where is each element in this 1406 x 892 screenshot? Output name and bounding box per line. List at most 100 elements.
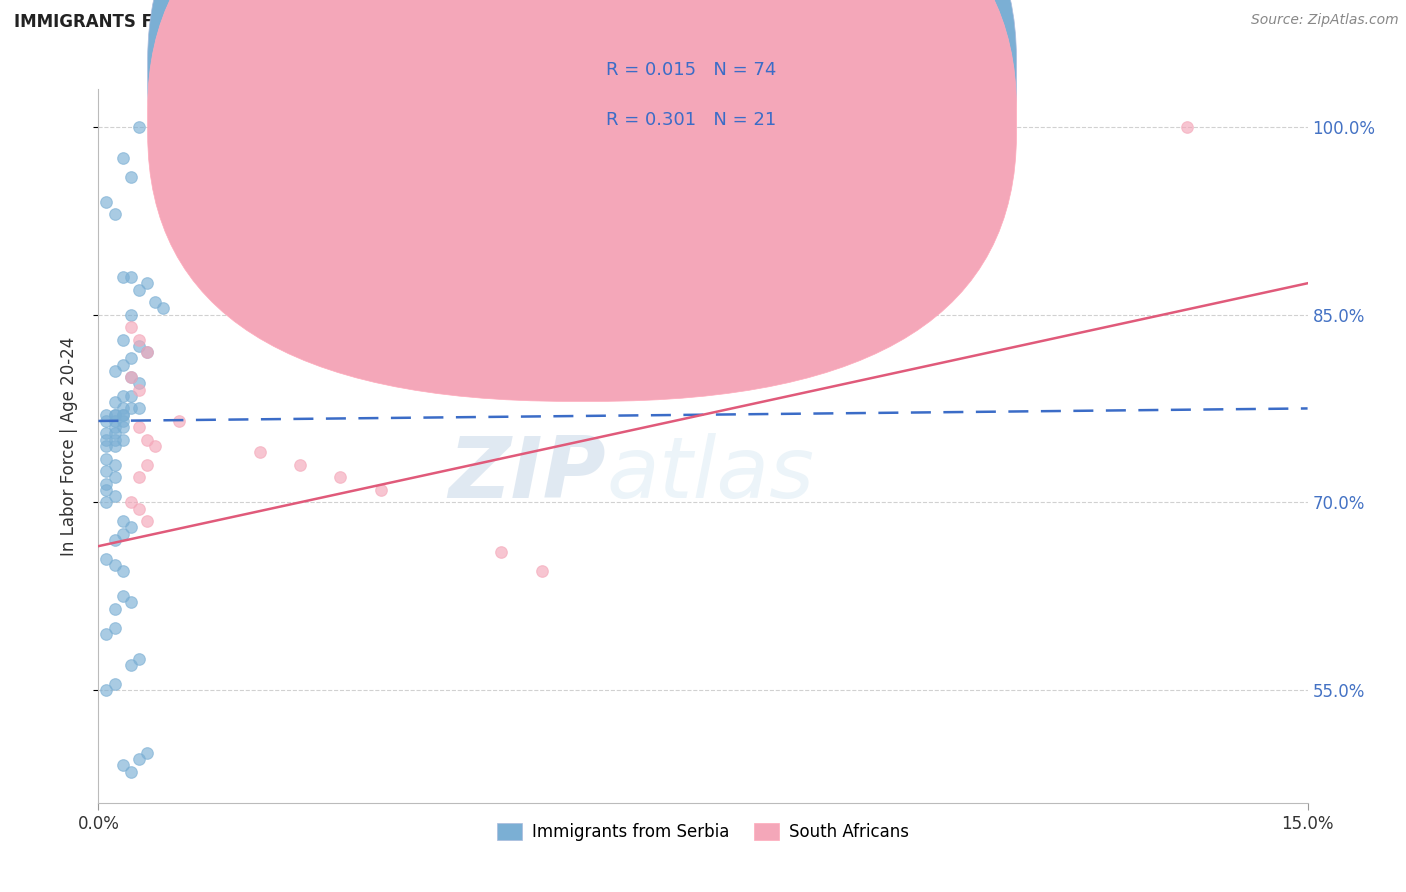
- Point: [111, 408, 134, 422]
- Point: [530, 564, 553, 578]
- Point: [120, 764, 142, 779]
- Point: [111, 358, 134, 372]
- Point: [370, 483, 392, 497]
- Point: [103, 458, 125, 472]
- Point: [120, 308, 142, 322]
- Point: [120, 370, 142, 384]
- Point: [103, 433, 125, 447]
- Point: [120, 389, 142, 403]
- Point: [96, 627, 118, 641]
- Point: [111, 408, 134, 422]
- Point: [256, 232, 278, 246]
- Legend: Immigrants from Serbia, South Africans: Immigrants from Serbia, South Africans: [491, 816, 915, 848]
- Point: [120, 370, 142, 384]
- Point: [103, 439, 125, 453]
- Point: [120, 495, 142, 509]
- Point: [111, 270, 134, 285]
- Point: [120, 595, 142, 609]
- Point: [103, 677, 125, 691]
- Point: [120, 658, 142, 673]
- Point: [120, 169, 142, 184]
- Point: [111, 420, 134, 434]
- Point: [128, 420, 150, 434]
- Point: [111, 414, 134, 428]
- Point: [249, 445, 271, 459]
- Point: [111, 333, 134, 347]
- Point: [96, 439, 118, 453]
- Point: [135, 746, 157, 760]
- Point: [96, 551, 118, 566]
- Point: [111, 389, 134, 403]
- Point: [143, 439, 166, 453]
- Point: [120, 270, 142, 285]
- Point: [167, 414, 190, 428]
- Point: [128, 376, 150, 391]
- Point: [111, 514, 134, 528]
- Point: [128, 333, 150, 347]
- Point: [111, 758, 134, 772]
- Text: atlas: atlas: [606, 433, 814, 516]
- Text: ZIP: ZIP: [449, 433, 606, 516]
- Point: [103, 558, 125, 572]
- Text: Source: ZipAtlas.com: Source: ZipAtlas.com: [1251, 13, 1399, 28]
- Point: [103, 621, 125, 635]
- Point: [120, 320, 142, 334]
- Point: [111, 564, 134, 578]
- Point: [103, 408, 125, 422]
- Y-axis label: In Labor Force | Age 20-24: In Labor Force | Age 20-24: [59, 336, 77, 556]
- Text: R = 0.301   N = 21: R = 0.301 N = 21: [606, 111, 776, 128]
- Point: [111, 433, 134, 447]
- Point: [96, 414, 118, 428]
- Point: [128, 283, 150, 297]
- Point: [152, 301, 174, 316]
- Point: [96, 483, 118, 497]
- Point: [103, 395, 125, 409]
- Point: [135, 345, 157, 359]
- Point: [128, 120, 150, 134]
- Point: [96, 464, 118, 478]
- Point: [288, 458, 311, 472]
- Point: [135, 433, 157, 447]
- Point: [135, 345, 157, 359]
- Point: [103, 207, 125, 221]
- Point: [103, 408, 125, 422]
- Point: [111, 401, 134, 416]
- Text: R = 0.015   N = 74: R = 0.015 N = 74: [606, 62, 776, 79]
- Point: [103, 420, 125, 434]
- Point: [111, 151, 134, 165]
- Point: [103, 364, 125, 378]
- Point: [96, 451, 118, 466]
- Point: [135, 277, 157, 291]
- Text: IMMIGRANTS FROM SERBIA VS SOUTH AFRICAN IN LABOR FORCE | AGE 20-24 CORRELATION C: IMMIGRANTS FROM SERBIA VS SOUTH AFRICAN …: [14, 13, 942, 31]
- Point: [128, 383, 150, 397]
- Point: [135, 458, 157, 472]
- Point: [111, 526, 134, 541]
- Point: [120, 351, 142, 366]
- Point: [128, 752, 150, 766]
- Point: [128, 501, 150, 516]
- Point: [329, 470, 352, 484]
- Point: [143, 295, 166, 310]
- Point: [96, 476, 118, 491]
- Point: [111, 589, 134, 603]
- Point: [96, 683, 118, 698]
- Point: [128, 401, 150, 416]
- Point: [135, 514, 157, 528]
- Point: [96, 194, 118, 209]
- Point: [96, 408, 118, 422]
- Point: [128, 470, 150, 484]
- Point: [103, 533, 125, 547]
- Point: [288, 238, 311, 252]
- Point: [103, 426, 125, 441]
- Point: [128, 339, 150, 353]
- Point: [96, 426, 118, 441]
- Point: [103, 489, 125, 503]
- Point: [120, 520, 142, 534]
- Point: [491, 545, 513, 559]
- Point: [103, 601, 125, 615]
- Point: [103, 470, 125, 484]
- Point: [1175, 120, 1198, 134]
- Point: [120, 401, 142, 416]
- Point: [128, 652, 150, 666]
- Point: [96, 495, 118, 509]
